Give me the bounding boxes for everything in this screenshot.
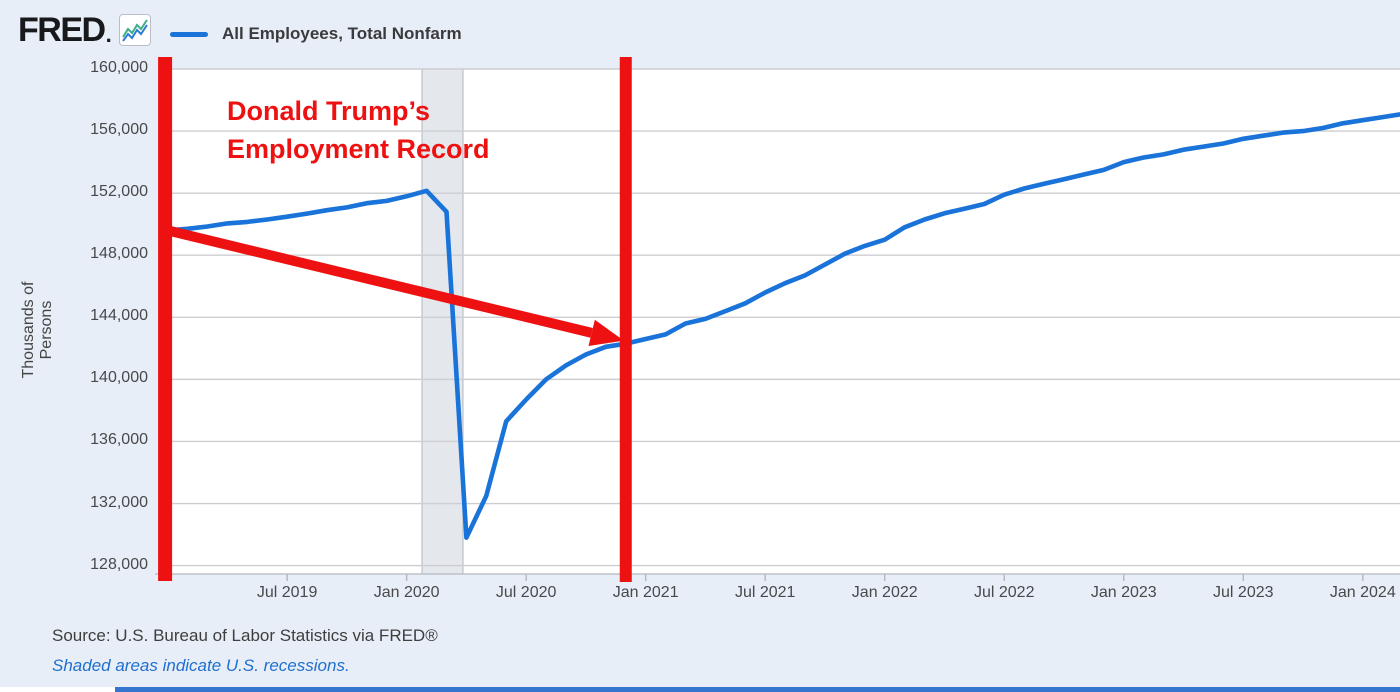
y-tick-label: 156,000 xyxy=(90,121,148,139)
annotation-arrow-shaft xyxy=(166,225,593,338)
x-tick-label: Jan 2024 xyxy=(1329,584,1396,601)
y-tick-label: 160,000 xyxy=(90,59,148,76)
legend-series-label: All Employees, Total Nonfarm xyxy=(222,24,462,43)
series-line xyxy=(165,112,1400,541)
x-tick-label: Jul 2021 xyxy=(734,584,796,601)
x-tick-label: Jul 2019 xyxy=(256,584,318,601)
x-tick-label: Jul 2020 xyxy=(495,584,557,601)
recession-band xyxy=(422,69,463,574)
annotation-arrow-head xyxy=(588,319,624,347)
x-tick-label: Jan 2020 xyxy=(373,584,440,601)
x-tick-label: Jan 2022 xyxy=(851,584,918,601)
line-chart-icon xyxy=(118,14,151,46)
fred-logo-dot: . xyxy=(105,22,112,47)
annotation-label-line2: Employment Record xyxy=(227,134,490,164)
y-tick-label: 132,000 xyxy=(90,493,148,511)
plot-area xyxy=(163,69,1400,574)
bottom-bar xyxy=(0,687,1400,692)
y-tick-label: 148,000 xyxy=(90,245,148,263)
y-tick-label: 144,000 xyxy=(90,307,148,325)
annotation-label-line1: Donald Trump’s xyxy=(227,96,431,126)
source-text: Source: U.S. Bureau of Labor Statistics … xyxy=(52,626,438,645)
term-end-line xyxy=(619,57,632,582)
annotation-label: Donald Trump’s Employment Record xyxy=(227,92,490,168)
recession-note-link[interactable]: Shaded areas indicate U.S. recessions. xyxy=(52,656,350,675)
x-tick-label: Jul 2022 xyxy=(973,584,1035,601)
x-tick-label: Jan 2021 xyxy=(612,584,679,601)
y-tick-label: 128,000 xyxy=(90,555,148,573)
term-start-line xyxy=(158,57,173,581)
y-tick-label: 152,000 xyxy=(90,183,148,201)
y-tick-label: 136,000 xyxy=(90,431,148,449)
bottom-bar-accent xyxy=(115,687,1400,692)
x-tick-label: Jan 2023 xyxy=(1090,584,1157,601)
fred-logo[interactable]: FRED . xyxy=(18,10,151,50)
y-tick-label: 140,000 xyxy=(90,369,148,387)
legend-line-swatch xyxy=(170,31,208,37)
x-tick-label: Jul 2023 xyxy=(1213,584,1274,601)
chart-legend: All Employees, Total Nonfarm xyxy=(170,24,462,44)
fred-logo-text: FRED xyxy=(18,11,106,49)
